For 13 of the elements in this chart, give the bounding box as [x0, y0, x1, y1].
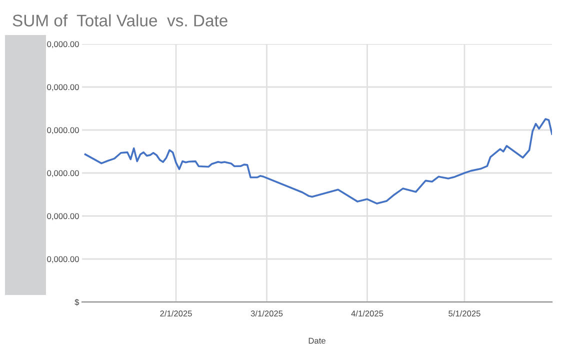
text: 0,000.00	[47, 127, 79, 134]
text: 0,000.00	[47, 84, 79, 92]
text: 0,000.00	[47, 213, 79, 220]
x-tick-label: 2/1/2025	[160, 310, 192, 316]
text: 0,000.00	[47, 41, 79, 48]
text: $	[74, 298, 80, 306]
text: 0,000.00	[47, 170, 79, 178]
text: 0,000.00	[47, 256, 79, 264]
x-axis-title: Date	[308, 338, 326, 344]
x-tick-label: 5/1/2025	[448, 310, 480, 316]
chart-title: SUM of Total Value vs. Date	[12, 14, 228, 26]
x-tick-label: 4/1/2025	[351, 310, 384, 316]
x-tick-label: 3/1/2025	[250, 310, 283, 316]
